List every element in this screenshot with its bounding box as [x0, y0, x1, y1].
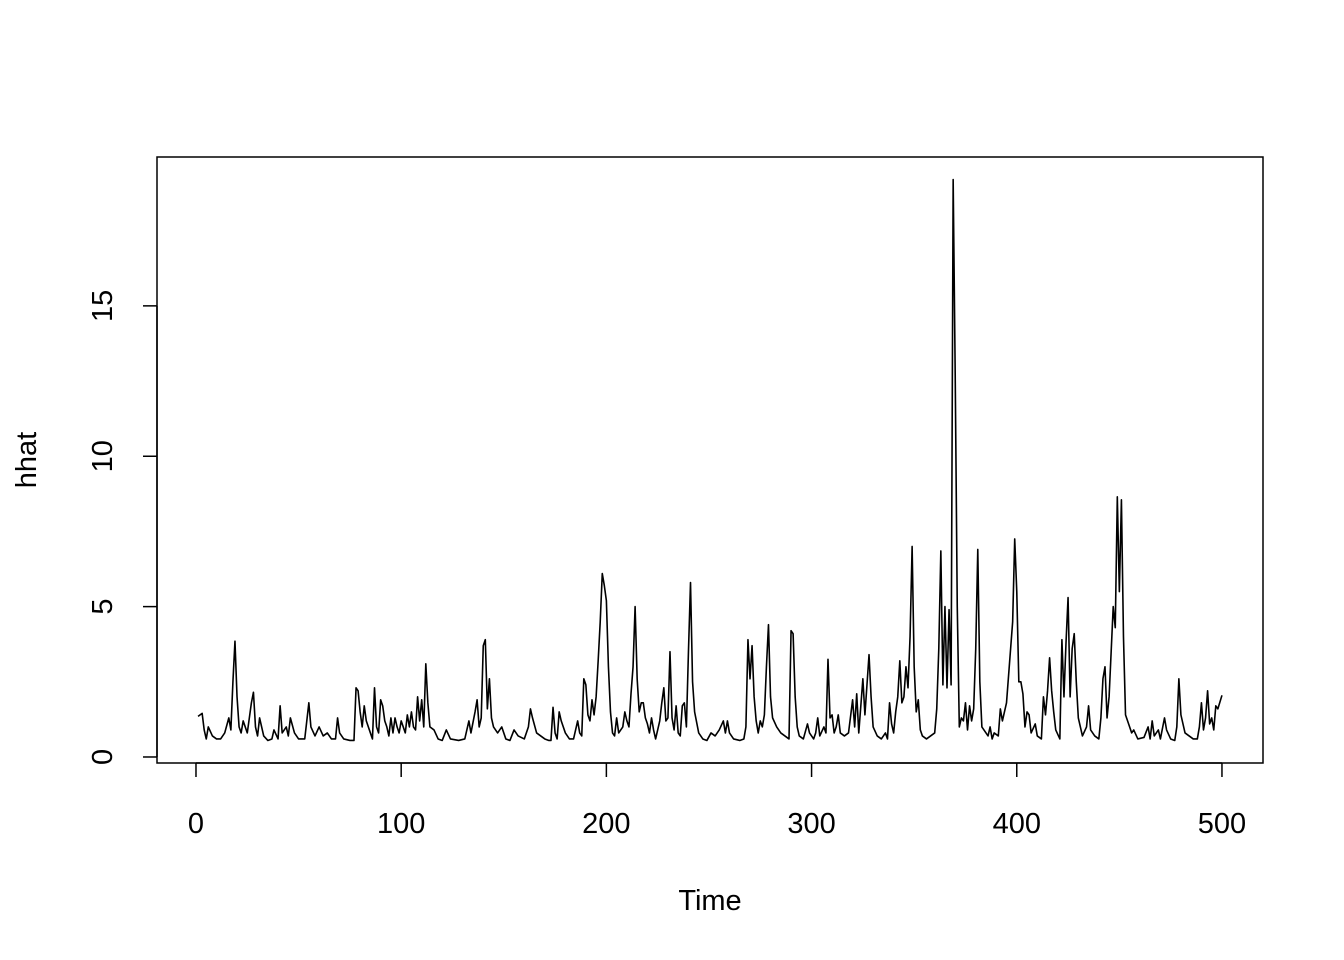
x-tick-label: 300 [787, 808, 835, 840]
x-tick-label: 100 [377, 808, 425, 840]
x-tick-label: 400 [993, 808, 1041, 840]
plot-box [156, 156, 1264, 764]
x-tick-label: 0 [188, 808, 204, 840]
y-tick-label: 15 [87, 290, 119, 322]
y-tick-label: 10 [87, 440, 119, 472]
x-axis-label: Time [678, 885, 741, 917]
y-tick-label: 0 [87, 749, 119, 765]
x-tick-label: 500 [1198, 808, 1246, 840]
y-axis-label: hhat [11, 432, 43, 488]
series-line [197, 178, 1223, 742]
x-tick-label: 200 [582, 808, 630, 840]
y-tick-label: 5 [87, 599, 119, 615]
